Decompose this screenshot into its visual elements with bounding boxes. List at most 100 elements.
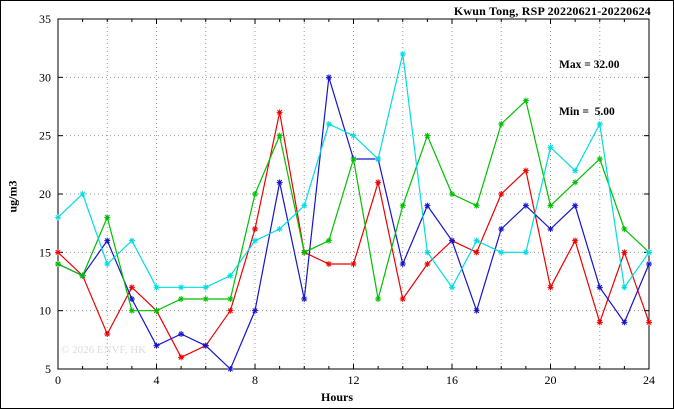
series-cyan-marker (399, 51, 406, 57)
series-red-marker (498, 191, 505, 197)
series-cyan-marker (178, 284, 185, 291)
series-blue-marker (227, 366, 234, 372)
series-blue-marker (473, 307, 480, 314)
series-red-marker (276, 109, 283, 116)
series-blue-marker (596, 284, 603, 291)
series-red-marker (572, 237, 579, 244)
series-blue-marker (325, 74, 332, 81)
series-green-marker (572, 179, 579, 186)
series-cyan-marker (424, 249, 431, 256)
series-green-marker (449, 191, 455, 197)
max-value-label: Max = 32.00 (559, 59, 620, 72)
series-blue-marker (621, 319, 628, 326)
series-green-marker (252, 191, 258, 197)
series-red-marker (325, 261, 332, 267)
series-cyan-marker (252, 237, 258, 244)
series-cyan-marker (473, 237, 480, 244)
series-red-marker (547, 284, 554, 291)
series-cyan-marker (55, 214, 61, 221)
series-blue-marker (276, 179, 283, 186)
series-red-marker (473, 249, 480, 256)
y-tick-label: 35 (39, 12, 51, 26)
series-green-marker (325, 237, 332, 244)
y-tick-label: 30 (39, 70, 51, 84)
series-cyan-marker (128, 237, 135, 244)
series-green-marker (399, 202, 406, 209)
series-blue-marker (547, 226, 554, 232)
x-tick-label: 24 (643, 373, 655, 387)
y-tick-label: 10 (39, 304, 51, 318)
series-green-marker (55, 261, 61, 267)
series-cyan-marker (153, 284, 160, 291)
series-red-marker (128, 284, 135, 291)
series-blue-marker (301, 296, 308, 302)
series-green-marker (202, 296, 209, 302)
x-tick-label: 16 (446, 373, 458, 387)
series-red-marker (178, 354, 185, 361)
series-cyan-marker (596, 121, 603, 127)
series-green-marker (621, 226, 628, 232)
watermark: © 2026 ENVF, HK (61, 344, 147, 356)
series-cyan-marker (301, 202, 308, 209)
series-red-marker (55, 249, 61, 256)
series-cyan-marker (227, 272, 234, 279)
y-tick-label: 20 (39, 187, 51, 201)
series-red-marker (424, 261, 431, 267)
y-tick-label: 15 (39, 245, 51, 259)
y-tick-label: 25 (39, 129, 51, 143)
series-red-marker (375, 179, 382, 186)
x-axis-label: Hours (320, 390, 353, 404)
series-green-marker (128, 307, 135, 314)
series-blue-marker (522, 202, 529, 209)
series-blue-marker (252, 307, 258, 314)
series-blue-marker (104, 237, 111, 244)
series-cyan-marker (375, 156, 382, 162)
series-blue-marker (178, 331, 185, 337)
series-cyan-marker (350, 132, 357, 139)
series-green-marker (227, 296, 234, 302)
series-red-marker (646, 319, 652, 326)
series-green-marker (424, 132, 431, 139)
series-cyan-marker (325, 121, 332, 127)
series-green-marker (301, 249, 308, 256)
series-green-marker (178, 296, 185, 302)
series-cyan-marker (498, 249, 505, 256)
series-red-marker (399, 296, 406, 302)
series-blue-marker (399, 261, 406, 267)
series-cyan-marker (547, 144, 554, 151)
series-cyan-marker (572, 167, 579, 174)
series-cyan-marker (621, 284, 628, 291)
series-green-marker (79, 272, 86, 279)
series-cyan-marker (522, 249, 529, 256)
series-blue-marker (202, 342, 209, 349)
series-cyan-marker (646, 249, 652, 256)
series-green-marker (276, 132, 283, 139)
series-blue-marker (424, 202, 431, 209)
series-cyan-marker (104, 261, 111, 267)
series-green-marker (498, 121, 505, 127)
series-cyan-marker (276, 226, 283, 232)
series-red-marker (227, 307, 234, 314)
x-tick-label: 12 (348, 373, 360, 387)
series-red-marker (350, 261, 357, 267)
min-value-label: Min = 5.00 (559, 105, 615, 118)
series-red-marker (252, 226, 258, 232)
series-green-marker (596, 156, 603, 162)
chart-title: Kwun Tong, RSP 20220621-20220624 (453, 4, 651, 18)
series-cyan-marker (449, 284, 455, 291)
x-tick-label: 4 (154, 373, 160, 387)
series-green-marker (473, 202, 480, 209)
series-blue-marker (153, 342, 160, 349)
y-axis-label: ug/m3 (5, 180, 20, 213)
series-blue-marker (646, 261, 652, 267)
series-green-marker (153, 307, 160, 314)
series-blue-marker (449, 237, 455, 244)
series-green-marker (522, 97, 529, 104)
series-red-marker (522, 167, 529, 174)
series-green-marker (375, 296, 382, 302)
x-tick-label: 8 (252, 373, 258, 387)
series-red-marker (621, 249, 628, 256)
series-blue-marker (498, 226, 505, 232)
